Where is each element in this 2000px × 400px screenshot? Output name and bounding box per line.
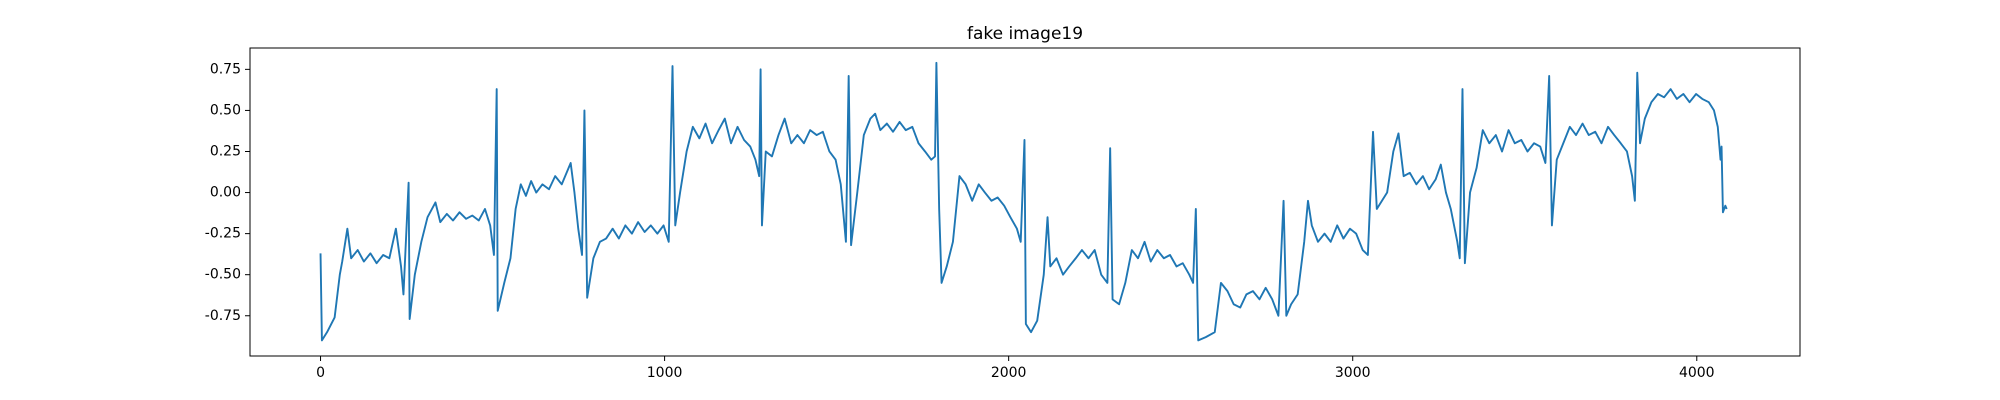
y-tick-label: -0.25 [205,226,241,242]
y-tick-label: 0.50 [210,102,241,118]
plot-frame [249,47,1801,357]
x-tick-label: 1000 [647,365,683,381]
x-tick-label: 2000 [991,365,1027,381]
x-tick-label: 0 [316,365,325,381]
x-tick-label: 3000 [1335,365,1371,381]
y-tick-label: 0.75 [210,61,241,77]
x-tick-label: 4000 [1679,365,1715,381]
y-tick-label: -0.75 [205,308,241,324]
chart-title: fake image19 [967,24,1083,44]
y-tick-label: 0.25 [210,143,241,159]
data-line [319,61,1728,342]
y-tick-label: -0.50 [205,267,241,283]
y-tick-label: 0.00 [210,185,241,201]
